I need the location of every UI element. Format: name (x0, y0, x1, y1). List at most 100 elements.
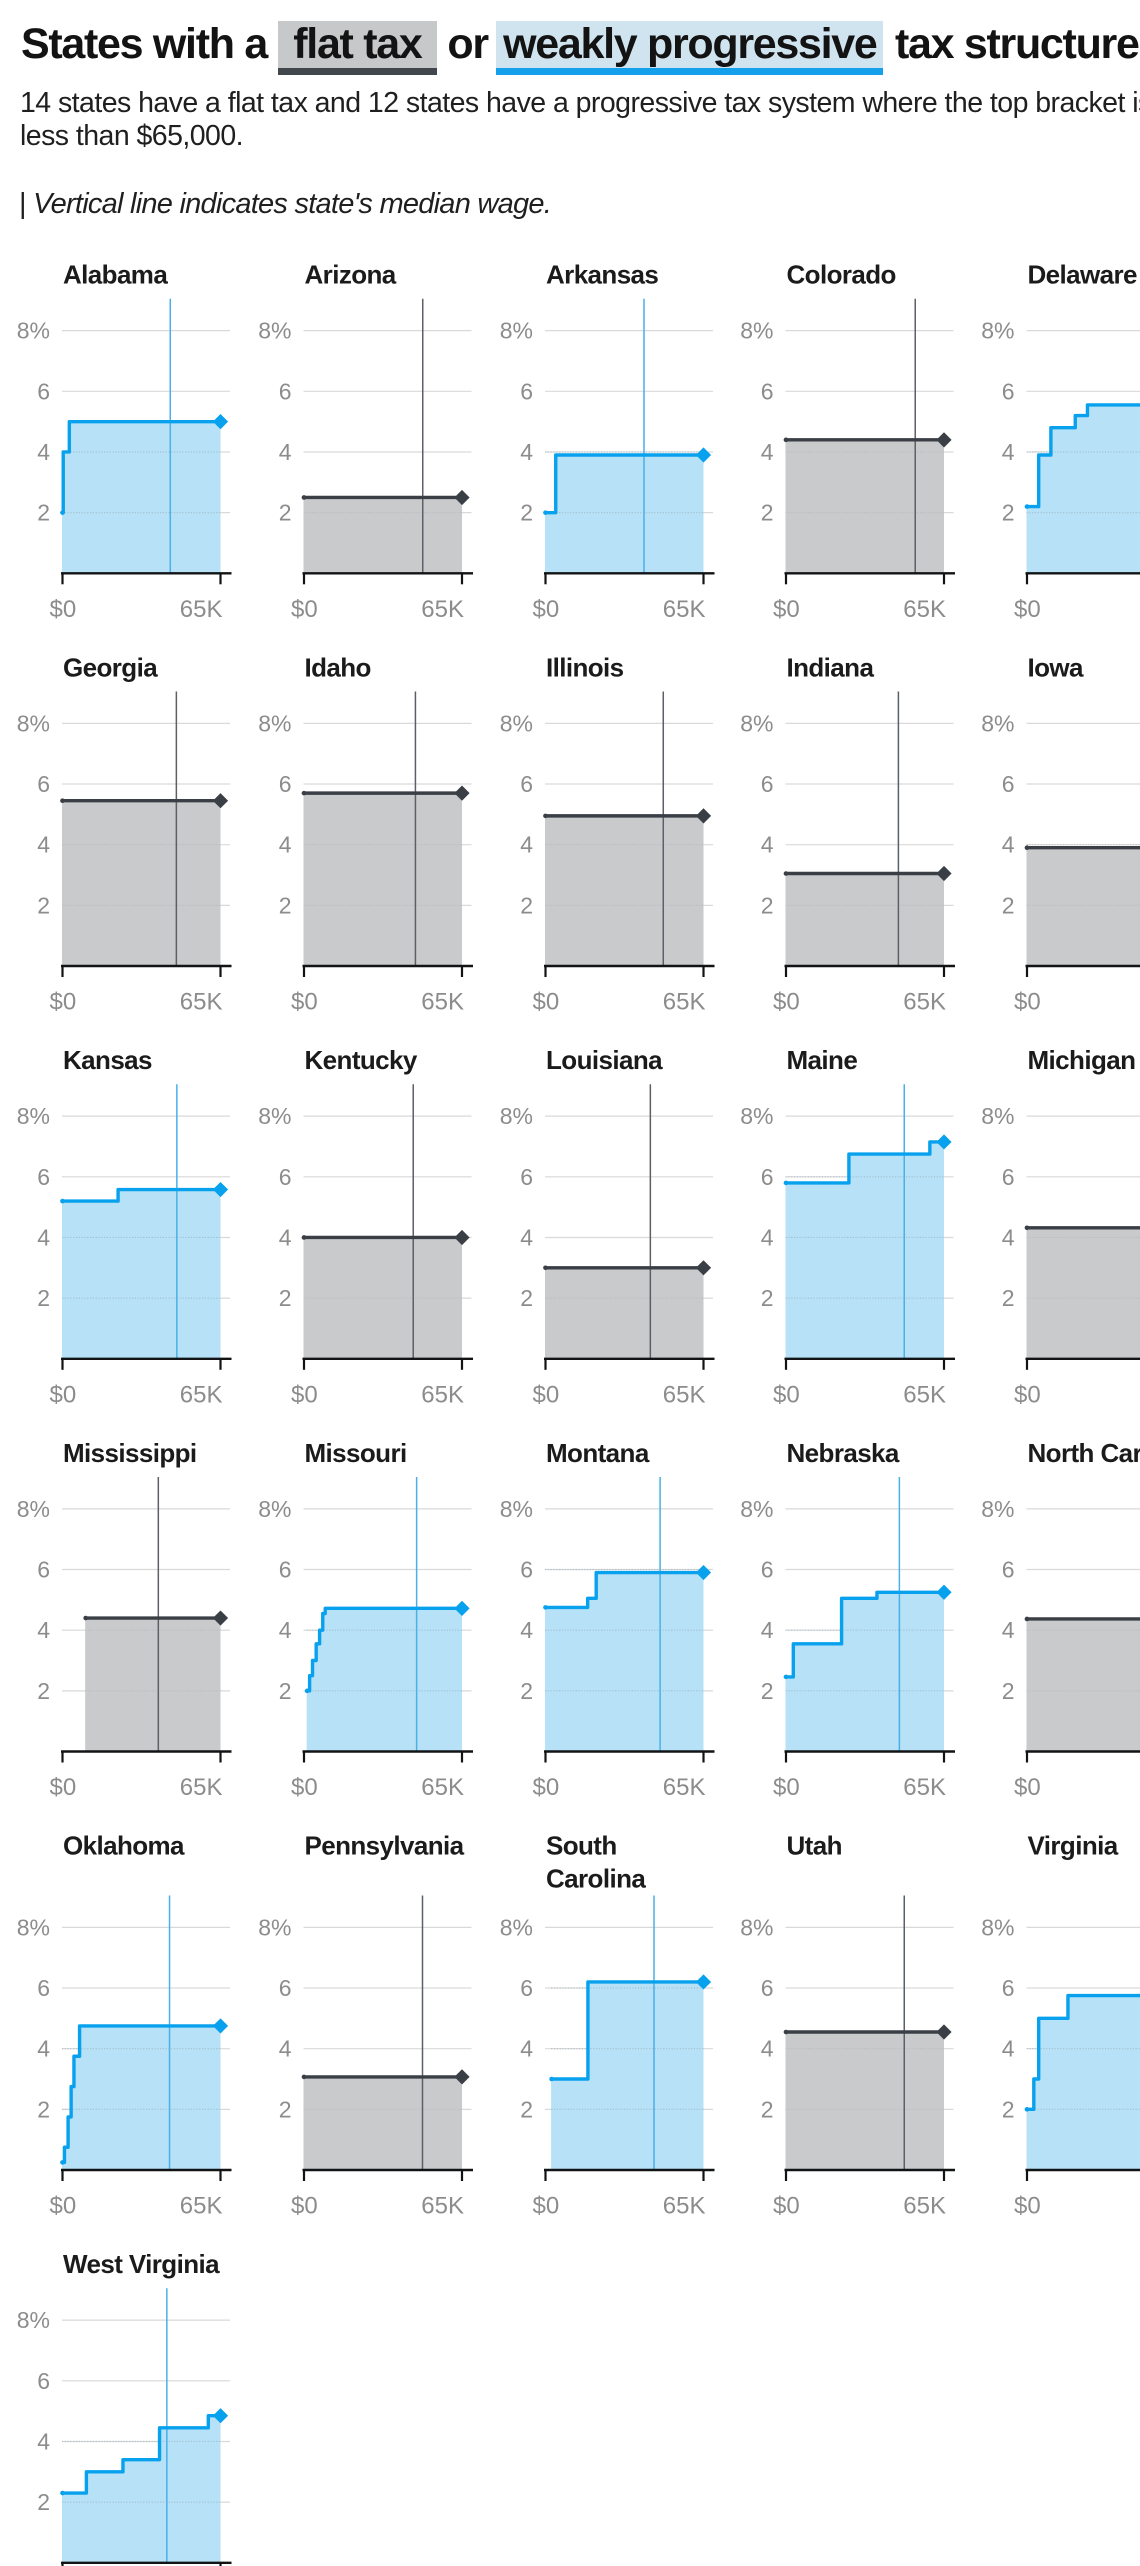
svg-text:$0: $0 (1014, 596, 1041, 623)
svg-text:8%: 8% (740, 318, 773, 344)
svg-text:2: 2 (520, 500, 533, 526)
svg-text:$0: $0 (773, 1774, 800, 1801)
svg-text:6: 6 (761, 378, 774, 404)
svg-text:4: 4 (279, 2036, 292, 2062)
svg-text:6: 6 (1002, 771, 1015, 797)
svg-text:8%: 8% (981, 1914, 1014, 1940)
svg-text:$0: $0 (50, 989, 77, 1016)
svg-text:6: 6 (761, 1164, 774, 1190)
svg-text:4: 4 (37, 1224, 50, 1250)
svg-text:2: 2 (279, 1285, 292, 1311)
svg-text:Maine: Maine (787, 1045, 858, 1075)
svg-text:2: 2 (761, 1285, 774, 1311)
svg-text:2: 2 (520, 1285, 533, 1311)
svg-text:65K: 65K (663, 989, 706, 1016)
svg-text:2: 2 (37, 1285, 50, 1311)
svg-text:2: 2 (1002, 1285, 1015, 1311)
svg-text:6: 6 (279, 771, 292, 797)
svg-text:Carolina: Carolina (546, 1864, 646, 1894)
svg-text:4: 4 (279, 439, 292, 465)
svg-text:4: 4 (279, 832, 292, 858)
svg-text:4: 4 (37, 832, 50, 858)
svg-text:65K: 65K (663, 2193, 706, 2220)
svg-text:$0: $0 (533, 989, 560, 1016)
svg-text:6: 6 (37, 1164, 50, 1190)
svg-text:Louisiana: Louisiana (546, 1045, 663, 1075)
svg-text:65K: 65K (903, 596, 946, 623)
svg-text:2: 2 (761, 1678, 774, 1704)
svg-text:8%: 8% (17, 2307, 50, 2333)
svg-text:65K: 65K (903, 1774, 946, 1801)
svg-text:2: 2 (37, 892, 50, 918)
svg-text:2: 2 (520, 892, 533, 918)
svg-text:$0: $0 (50, 1774, 77, 1801)
svg-text:Illinois: Illinois (546, 652, 624, 682)
svg-text:6: 6 (761, 771, 774, 797)
svg-text:4: 4 (279, 1224, 292, 1250)
svg-text:2: 2 (1002, 2096, 1015, 2122)
svg-text:65K: 65K (903, 2193, 946, 2220)
svg-text:65K: 65K (421, 596, 464, 623)
svg-text:4: 4 (520, 439, 533, 465)
svg-text:6: 6 (520, 1975, 533, 2001)
svg-text:65K: 65K (421, 989, 464, 1016)
svg-text:8%: 8% (258, 1496, 291, 1522)
svg-text:6: 6 (37, 378, 50, 404)
svg-text:4: 4 (761, 1224, 774, 1250)
svg-text:4: 4 (761, 439, 774, 465)
svg-text:West Virginia: West Virginia (63, 2249, 220, 2279)
svg-text:8%: 8% (740, 1914, 773, 1940)
svg-text:4: 4 (279, 1617, 292, 1643)
svg-text:6: 6 (279, 1975, 292, 2001)
svg-text:8%: 8% (500, 1914, 533, 1940)
svg-text:6: 6 (520, 378, 533, 404)
svg-text:65K: 65K (421, 1381, 464, 1408)
svg-text:Missouri: Missouri (305, 1438, 407, 1468)
svg-text:6: 6 (1002, 1975, 1015, 2001)
svg-text:8%: 8% (500, 1103, 533, 1129)
svg-text:$0: $0 (533, 1774, 560, 1801)
svg-text:2: 2 (37, 1678, 50, 1704)
svg-text:2: 2 (520, 2096, 533, 2122)
svg-text:4: 4 (520, 2036, 533, 2062)
svg-text:2: 2 (37, 2489, 50, 2515)
svg-text:6: 6 (761, 1557, 774, 1583)
svg-text:8%: 8% (981, 1103, 1014, 1129)
svg-text:8%: 8% (740, 1496, 773, 1522)
svg-text:65K: 65K (421, 2193, 464, 2220)
svg-text:$0: $0 (1014, 989, 1041, 1016)
svg-text:8%: 8% (258, 710, 291, 736)
svg-text:6: 6 (1002, 378, 1015, 404)
svg-text:65K: 65K (663, 1774, 706, 1801)
svg-text:$0: $0 (773, 596, 800, 623)
svg-text:8%: 8% (17, 1914, 50, 1940)
svg-text:2: 2 (279, 2096, 292, 2122)
svg-text:Virginia: Virginia (1028, 1831, 1119, 1861)
svg-text:65K: 65K (180, 1381, 223, 1408)
svg-text:4: 4 (1002, 1224, 1015, 1250)
svg-text:2: 2 (761, 2096, 774, 2122)
svg-text:4: 4 (520, 1224, 533, 1250)
svg-text:$0: $0 (1014, 1774, 1041, 1801)
svg-text:Mississippi: Mississippi (63, 1438, 197, 1468)
svg-text:$0: $0 (50, 2193, 77, 2220)
svg-text:4: 4 (1002, 1617, 1015, 1643)
svg-text:65K: 65K (180, 596, 223, 623)
svg-text:$0: $0 (50, 596, 77, 623)
svg-text:2: 2 (279, 500, 292, 526)
svg-text:Idaho: Idaho (305, 652, 371, 682)
svg-text:6: 6 (37, 1975, 50, 2001)
svg-text:$0: $0 (773, 989, 800, 1016)
svg-text:$0: $0 (291, 1774, 318, 1801)
svg-text:6: 6 (37, 771, 50, 797)
svg-text:4: 4 (761, 832, 774, 858)
svg-text:Oklahoma: Oklahoma (63, 1831, 185, 1861)
svg-text:Pennsylvania: Pennsylvania (305, 1831, 465, 1861)
svg-text:4: 4 (761, 2036, 774, 2062)
svg-text:$0: $0 (291, 2193, 318, 2220)
svg-text:2: 2 (1002, 1678, 1015, 1704)
svg-text:8%: 8% (500, 710, 533, 736)
svg-text:4: 4 (37, 2036, 50, 2062)
svg-text:65K: 65K (663, 596, 706, 623)
svg-text:6: 6 (520, 1164, 533, 1190)
